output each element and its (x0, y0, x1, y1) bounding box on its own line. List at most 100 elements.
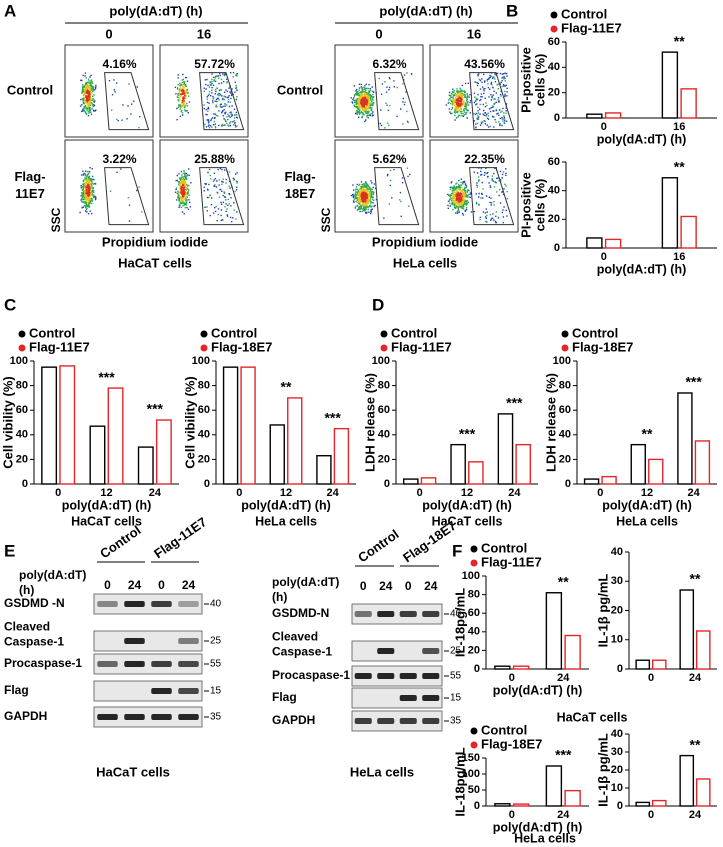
size-marker: 40 (210, 599, 222, 610)
bar (661, 177, 679, 249)
cytometry-dots (180, 183, 186, 198)
cytometry-dots (176, 72, 238, 129)
gate (104, 72, 150, 131)
blot-strip (351, 687, 443, 709)
x-tick-label: 12 (100, 487, 112, 499)
y-tick-label: 40 (378, 429, 390, 441)
blot-header: Control (355, 526, 401, 565)
bar (677, 392, 693, 485)
bar (564, 634, 581, 670)
legend-label: Control (561, 6, 607, 21)
gate-percent: 22.35% (464, 152, 505, 166)
y-tick-label: 100 (553, 355, 571, 367)
time-label: poly(dA:dT) (272, 575, 339, 589)
gate (199, 72, 245, 131)
blot-band (377, 718, 395, 724)
y-tick-label: 60 (378, 404, 390, 416)
cytometry-dots (174, 167, 238, 223)
significance: ** (690, 571, 701, 587)
significance: *** (555, 747, 572, 763)
bar (402, 478, 419, 485)
y-axis-label: IL-18pg/mL (452, 747, 467, 816)
y-tick-label: 80 (468, 589, 480, 601)
x-tick-label: 0 (509, 672, 515, 684)
y-tick-label: 20 (559, 453, 571, 465)
cell-line: HeLa cells (616, 514, 678, 528)
cell-line: HeLa cells (393, 255, 457, 270)
blot-band (422, 648, 440, 654)
bar (679, 754, 695, 807)
row-label: Flag- (284, 169, 315, 184)
plot-frame (64, 44, 154, 138)
y-tick-label: 60 (548, 36, 560, 48)
bar (89, 425, 106, 485)
cytometry-dots (350, 73, 413, 127)
gate-percent: 43.56% (464, 57, 505, 71)
blot-band (178, 661, 199, 667)
gate (104, 167, 150, 226)
blot-band (124, 714, 145, 720)
flow-ylabel: SSC (319, 207, 333, 232)
x-tick-label: 0 (601, 121, 607, 133)
y-tick-label: 40 (611, 546, 623, 558)
plot-frame (334, 139, 424, 233)
bar (635, 801, 651, 807)
legend-label: Control (29, 325, 75, 340)
x-tick-label: 24 (149, 487, 162, 499)
blot-band (151, 688, 172, 694)
blot-strip (351, 640, 443, 662)
flow-header: poly(dA:dT) (h) (109, 3, 202, 18)
legend-marker (200, 344, 208, 352)
blot-band (97, 661, 118, 667)
y-tick-label: 100 (10, 355, 28, 367)
size-marker: 55 (210, 659, 222, 670)
bar (545, 592, 563, 670)
cell-line: HeLa cells (350, 764, 414, 779)
blot-band (422, 695, 440, 701)
bar (420, 477, 437, 485)
blot-band (151, 661, 172, 667)
blot-strip (93, 680, 203, 702)
blot-strip (93, 706, 203, 728)
size-marker: 55 (450, 671, 462, 682)
lane-label: 0 (104, 578, 111, 592)
y-tick-label: 40 (559, 429, 571, 441)
bar (512, 803, 530, 807)
blot-row-label: Procaspase-1 (4, 656, 82, 670)
cell-line: HaCaT cells (432, 514, 503, 528)
blot-row-label: Flag (272, 690, 297, 704)
y-tick-label: 40 (16, 429, 28, 441)
size-marker: 15 (450, 693, 462, 704)
bar (269, 424, 285, 485)
bar (222, 366, 239, 485)
y-tick-label: 40 (548, 61, 560, 73)
significance: *** (506, 395, 523, 411)
significance: *** (459, 425, 476, 441)
x-axis-label: poly(dA:dT) (h) (422, 498, 512, 512)
cytometry-dots (350, 169, 411, 219)
bar (680, 88, 697, 119)
blot-band (399, 695, 417, 701)
cytometry-dots (85, 89, 91, 103)
y-tick-label: 0 (204, 478, 210, 490)
y-tick-label: 80 (198, 380, 210, 392)
bar (512, 665, 530, 670)
legend-label: Control (481, 540, 527, 555)
cytometry-dots (353, 72, 413, 129)
x-tick-label: 16 (673, 121, 685, 133)
panel-letter: D (372, 295, 384, 314)
bar (564, 789, 581, 807)
legend-label: Control (391, 325, 437, 340)
size-marker: 40 (450, 609, 462, 620)
y-tick-label: 0 (474, 800, 480, 812)
blot-band (178, 638, 199, 644)
bar (694, 440, 711, 485)
column-label: 16 (197, 26, 211, 41)
blot-band (124, 638, 145, 644)
cytometry-dots (452, 188, 466, 207)
y-tick-label: 20 (611, 764, 623, 776)
blot-band (97, 714, 118, 720)
plot-frame (334, 44, 424, 138)
significance: ** (674, 33, 685, 49)
x-tick-label: 0 (236, 487, 242, 499)
